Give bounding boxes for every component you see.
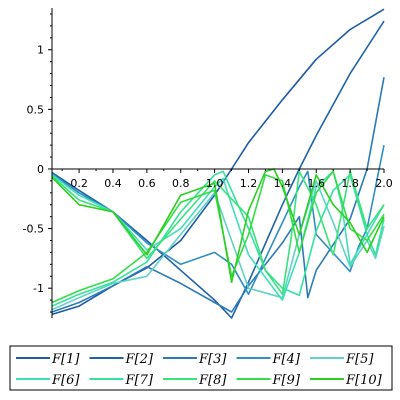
legend-label-1: F[1] [51, 352, 80, 367]
series-line-9 [51, 170, 385, 304]
y-tick-label: 1 [37, 44, 44, 57]
legend-label-5: F[5] [345, 352, 374, 367]
x-tick-label: 1.6 [307, 177, 325, 190]
y-tick-label: -1 [33, 282, 44, 295]
legend-label-10: F[10] [345, 373, 383, 388]
y-tick-label: 0 [37, 163, 44, 176]
legend-label-9: F[9] [272, 373, 301, 388]
series-line-5 [51, 180, 385, 311]
x-tick-label: 0.4 [104, 177, 122, 190]
series-line-1 [51, 8, 385, 316]
series-line-3 [51, 77, 385, 313]
legend-label-7: F[7] [125, 373, 154, 388]
legend-label-8: F[8] [198, 373, 227, 388]
legend-box [9, 345, 393, 391]
x-tick-label: 1.2 [240, 177, 258, 190]
x-tick-label: 0.2 [70, 177, 88, 190]
plot-area [51, 8, 385, 319]
series-line-7 [51, 170, 385, 307]
legend-label-6: F[6] [51, 373, 80, 388]
y-tick-label: 0.5 [27, 103, 45, 116]
series-line-2 [51, 20, 385, 319]
series-line-10 [51, 168, 385, 283]
x-tick-label: 1.0 [206, 177, 224, 190]
series-line-6 [51, 170, 385, 301]
legend-label-4: F[4] [272, 352, 301, 367]
x-tick-label: 0.6 [138, 177, 156, 190]
legend-label-2: F[2] [125, 352, 154, 367]
legend: F[1] F[2] F[3] F[4] F[5] F[6] F[7] F[8] F[9] F[10… [9, 345, 393, 391]
x-tick-label: 1.8 [341, 177, 359, 190]
series-line-4 [51, 144, 385, 295]
x-tick-label: 2.0 [375, 177, 393, 190]
x-tick-label: 0.8 [172, 177, 190, 190]
y-tick-label: -0.5 [23, 223, 44, 236]
legend-label-3: F[3] [198, 352, 227, 367]
x-tick-label: 1.4 [274, 177, 292, 190]
axes: 0.2 0.4 0.6 0.8 1.0 1.2 1.4 1.6 1.8 2.0 1 0.5 0 -0.5 -… [23, 8, 393, 318]
